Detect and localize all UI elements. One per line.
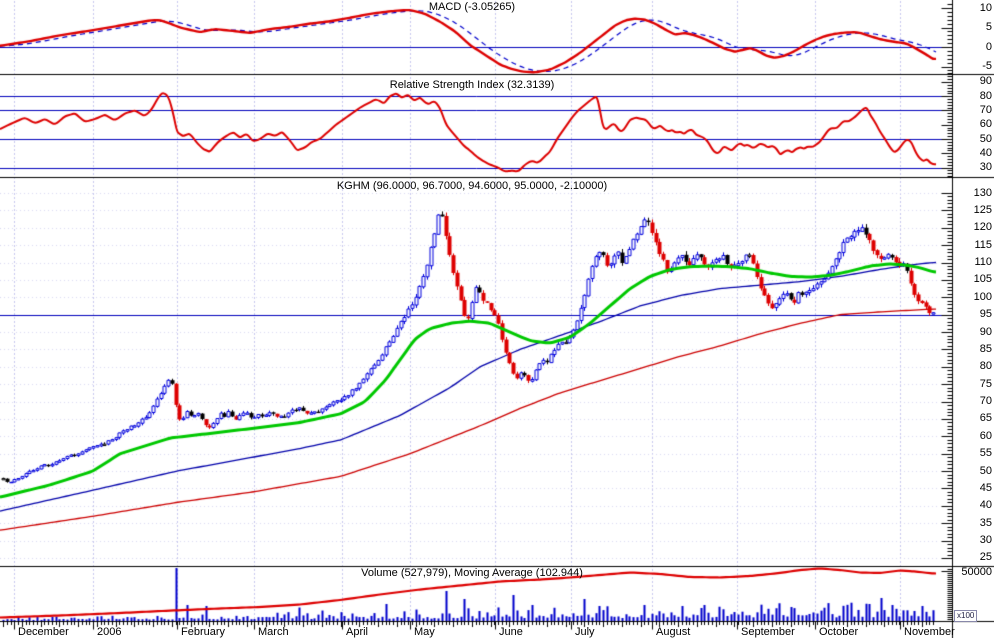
month-label: August: [656, 626, 691, 638]
y-axis-label: 80: [979, 89, 992, 102]
y-axis-label: 35: [979, 516, 992, 529]
y-axis-label: 90: [979, 75, 992, 88]
month-label: February: [181, 626, 226, 638]
y-axis-label: 105: [973, 273, 992, 286]
y-axis-label: -5: [982, 60, 992, 72]
y-axis-label: 130: [973, 186, 992, 199]
y-axis-label: 70: [979, 395, 992, 408]
y-axis-label: 45: [979, 481, 992, 494]
y-axis-label: 100: [973, 290, 992, 303]
y-axis-label: 50: [979, 132, 992, 145]
month-label: June: [499, 626, 523, 638]
y-axis-label: 75: [979, 377, 992, 390]
y-axis-label: 60: [979, 118, 992, 131]
month-label: November: [904, 626, 955, 638]
y-axis-label: 0: [985, 40, 992, 53]
y-axis-label: 50: [979, 464, 992, 477]
y-axis-label: 85: [979, 342, 992, 355]
y-axis-label: 60: [979, 429, 992, 442]
y-axis-label: 55: [979, 447, 992, 460]
month-label: October: [819, 626, 859, 638]
y-axis-label: 110: [974, 256, 992, 269]
y-axis-label: 65: [979, 412, 992, 425]
y-axis-label: 40: [979, 499, 992, 512]
macd-panel-title: MACD (-3.05265): [428, 1, 516, 13]
y-axis-label: 115: [974, 238, 992, 251]
month-label: July: [575, 626, 595, 638]
rsi-panel-title: Relative Strength Index (32.3139): [389, 79, 555, 91]
month-label: September: [741, 626, 795, 638]
y-axis-label: 120: [973, 221, 992, 234]
month-label: May: [414, 626, 435, 638]
month-label: December: [18, 626, 69, 638]
y-axis-label: 95: [979, 308, 992, 321]
volume-panel-title: Volume (527,979), Moving Average (102.94…: [361, 567, 583, 579]
month-label: March: [258, 626, 289, 638]
y-axis-label: 70: [979, 103, 992, 116]
y-axis-label: 50000: [961, 566, 992, 578]
y-axis-label: 40: [979, 146, 992, 159]
price-panel-title: KGHM (96.0000, 96.7000, 94.6000, 95.0000…: [336, 180, 608, 192]
y-axis-label: 30: [979, 534, 992, 547]
y-axis-label: 10: [979, 1, 992, 14]
month-label: April: [346, 626, 369, 638]
y-axis-label: 80: [979, 360, 992, 373]
y-axis-label: 25: [979, 551, 992, 564]
y-axis-label: 90: [979, 325, 992, 338]
month-label: 2006: [97, 626, 122, 638]
volume-multiplier-badge: x100: [954, 610, 978, 622]
y-axis-label: 125: [973, 203, 992, 216]
y-axis-label: 30: [979, 161, 992, 174]
y-axis-label: 5: [985, 21, 992, 33]
